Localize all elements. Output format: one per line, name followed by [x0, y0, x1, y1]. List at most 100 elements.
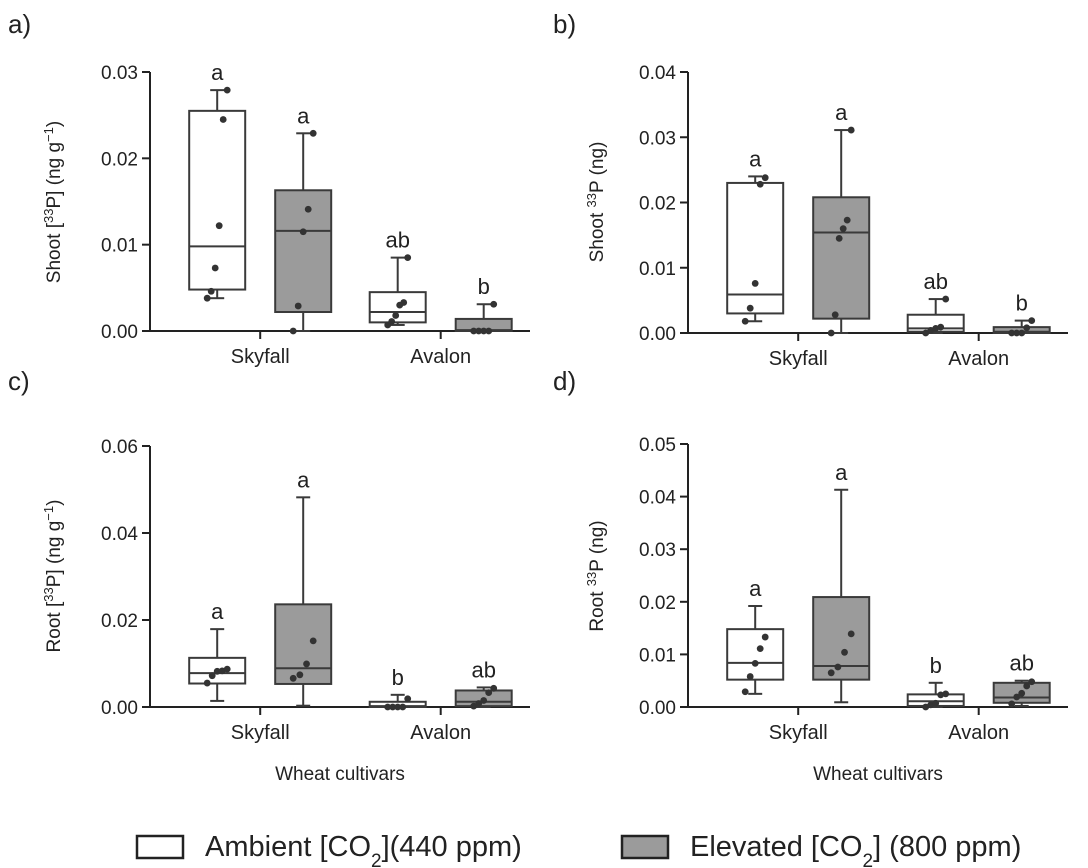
data-point — [932, 699, 940, 707]
significance-letter: a — [297, 103, 310, 128]
data-point — [289, 327, 297, 335]
panel-c: c) 0.00 0.02 0.04 0.06 Root [33P] (ng g−1) Sky… — [8, 366, 530, 785]
data-point — [835, 234, 843, 242]
data-point — [299, 228, 307, 236]
category-label-avalon: Avalon — [948, 722, 1009, 744]
data-point — [490, 684, 498, 692]
data-point — [827, 669, 835, 677]
data-point — [394, 703, 402, 711]
data-point — [761, 633, 769, 641]
data-point — [384, 703, 392, 711]
data-point — [1008, 329, 1016, 337]
data-point — [289, 674, 297, 682]
legend-swatch — [620, 834, 670, 860]
x-axis-label: Wheat cultivars — [813, 764, 943, 785]
data-point — [942, 295, 950, 303]
legend-item-ambient: Ambient [CO2](440 ppm) — [135, 831, 522, 868]
y-tick-label: 0.00 — [101, 698, 138, 719]
data-point — [746, 673, 754, 680]
significance-letter: ab — [1009, 651, 1033, 676]
category-label-skyfall: Skyfall — [769, 722, 828, 744]
significance-letter: a — [749, 146, 762, 171]
data-point — [304, 205, 312, 213]
box-avalon-ambient: b — [906, 653, 965, 711]
legend: Ambient [CO2](440 ppm) Elevated [CO2] (80… — [135, 831, 1021, 868]
data-point — [309, 129, 317, 137]
data-point — [404, 254, 412, 262]
y-tick-label: 0.01 — [639, 259, 676, 280]
box-body — [812, 196, 871, 320]
y-tick-label: 0.03 — [639, 540, 676, 561]
data-point — [937, 323, 945, 331]
box-avalon-elevated: b — [992, 291, 1051, 337]
data-point — [475, 700, 483, 707]
y-tick-label: 0.00 — [639, 698, 676, 719]
data-point — [388, 318, 396, 325]
category-label-avalon: Avalon — [410, 346, 471, 368]
y-tick-label: 0.01 — [639, 645, 676, 666]
data-point — [303, 660, 310, 668]
panel-letter: b) — [553, 9, 576, 39]
box-body — [726, 181, 785, 315]
data-point — [1028, 317, 1036, 325]
data-point — [389, 703, 397, 711]
y-tick-label: 0.04 — [101, 524, 138, 545]
data-point — [834, 663, 842, 671]
data-point — [219, 116, 227, 123]
box-skyfall-elevated: a — [274, 103, 333, 335]
box-skyfall-ambient: a — [188, 60, 247, 302]
data-point — [843, 216, 851, 224]
legend-label: Elevated [CO2] (800 ppm) — [690, 831, 1021, 868]
data-point — [746, 304, 754, 312]
significance-letter: ab — [471, 657, 495, 682]
data-point — [470, 327, 478, 335]
legend-item-elevated: Elevated [CO2] (800 ppm) — [620, 831, 1021, 868]
significance-letter: b — [930, 653, 942, 678]
significance-letter: b — [392, 665, 404, 690]
y-axis-label: Shoot 33P (ng) — [584, 142, 609, 263]
panel-a: a) 0.00 0.01 0.02 0.03 Shoot [33P] (ng g−1) Sk… — [8, 9, 530, 368]
data-point — [1008, 700, 1016, 708]
box-body — [188, 109, 247, 291]
box-skyfall-ambient: a — [726, 576, 785, 696]
data-point — [1023, 682, 1031, 690]
significance-letter: b — [1016, 291, 1028, 316]
data-point — [404, 695, 412, 703]
data-point — [1013, 693, 1021, 701]
data-point — [392, 312, 400, 319]
panel-letter: d) — [553, 366, 576, 396]
data-point — [1028, 678, 1036, 686]
box-body — [274, 603, 333, 685]
box-avalon-ambient: ab — [906, 269, 965, 337]
data-point — [296, 671, 304, 679]
box-skyfall-elevated: a — [274, 467, 333, 707]
significance-letter: ab — [923, 269, 947, 294]
panel-d: d) 0.00 0.01 0.02 0.03 0.04 0.05 Root 33P (ng) S… — [553, 366, 1068, 785]
y-tick-label: 0.03 — [101, 63, 138, 84]
data-point — [831, 311, 839, 319]
data-point — [756, 180, 764, 188]
y-tick-label: 0.00 — [101, 322, 138, 343]
data-point — [761, 174, 769, 182]
data-point — [485, 689, 493, 697]
significance-letter: ab — [385, 228, 409, 253]
data-point — [207, 287, 215, 295]
data-point — [827, 329, 835, 337]
significance-letter: a — [297, 467, 310, 492]
significance-letter: a — [835, 100, 848, 125]
y-tick-label: 0.02 — [639, 194, 676, 215]
data-point — [942, 690, 950, 698]
box-avalon-ambient: b — [368, 665, 427, 711]
significance-letter: a — [211, 599, 224, 624]
significance-letter: a — [749, 576, 762, 601]
y-tick-label: 0.03 — [639, 128, 676, 149]
data-point — [475, 327, 483, 335]
y-tick-label: 0.04 — [639, 488, 676, 509]
data-point — [213, 667, 221, 675]
data-point — [1018, 689, 1026, 697]
data-point — [847, 126, 855, 134]
y-tick-label: 0.04 — [639, 63, 676, 84]
data-point — [470, 702, 478, 710]
data-point — [1013, 329, 1021, 337]
